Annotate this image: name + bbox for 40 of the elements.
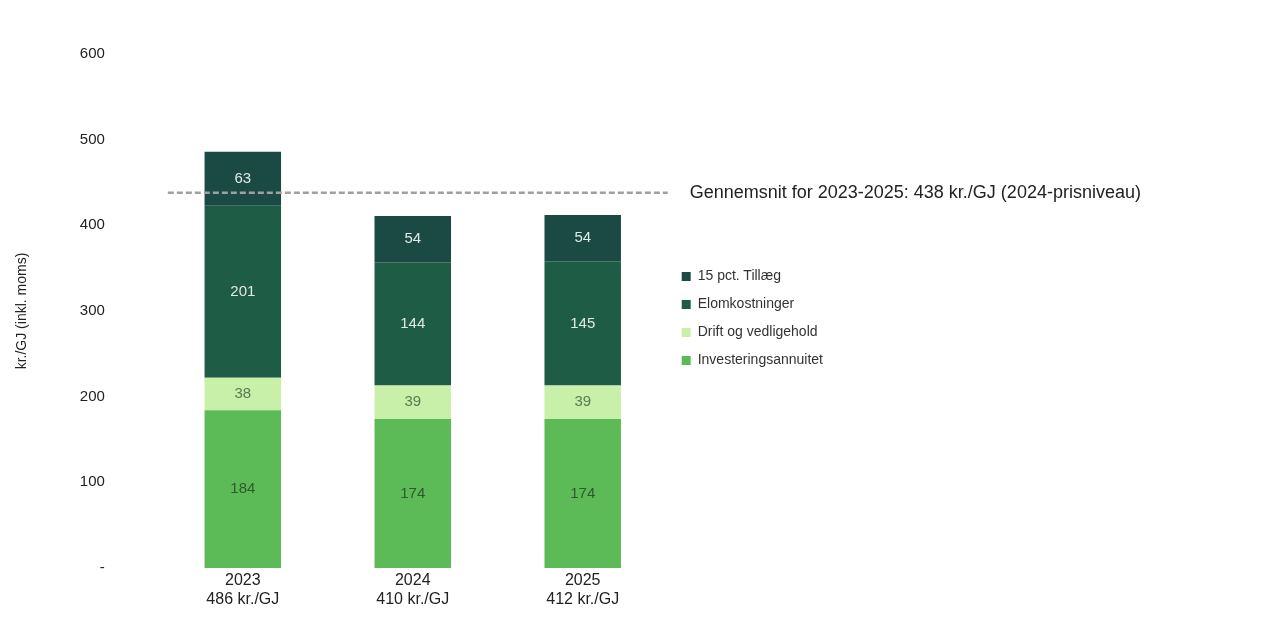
- y-tick-label: 200: [79, 386, 105, 404]
- y-tick-label: 300: [79, 301, 105, 319]
- data-label: 145: [570, 313, 596, 331]
- data-label: 144: [400, 313, 426, 331]
- ref-line-label: Gennemsnit for 2023-2025: 438 kr./GJ (2024-prisniveau): [689, 181, 1141, 202]
- bar: [204, 410, 282, 568]
- bar: [374, 215, 451, 263]
- bar: [204, 205, 282, 378]
- data-label: 201: [230, 281, 256, 299]
- bar: [544, 261, 621, 386]
- y-tick-label: 400: [79, 215, 105, 233]
- x-tick-label: 2023 486 kr./GJ: [206, 571, 280, 608]
- data-label: 54: [574, 228, 592, 246]
- x-tick-label: 2025 412 kr./GJ: [546, 571, 620, 608]
- bar: [374, 385, 451, 419]
- legend-label: 15 pct. Tillæg: [697, 267, 781, 284]
- bar: [544, 418, 621, 568]
- data-label: 39: [574, 392, 592, 410]
- y-tick-label: 600: [79, 44, 105, 62]
- data-label: 174: [400, 483, 426, 501]
- legend-label: Drift og vedligehold: [697, 323, 818, 340]
- bar: [544, 385, 621, 419]
- y-tick-label: -: [99, 558, 105, 576]
- bar: [544, 215, 621, 262]
- bar: [374, 418, 451, 568]
- data-label: 39: [404, 392, 422, 410]
- y-axis-title: kr./GJ (inkl. moms): [13, 252, 30, 370]
- data-label: 63: [234, 168, 252, 186]
- data-label: 174: [570, 483, 596, 501]
- bar: [204, 151, 282, 206]
- data-label: 54: [404, 229, 422, 247]
- data-label: 38: [234, 384, 252, 402]
- data-label: 184: [230, 479, 256, 497]
- bar: [374, 262, 451, 386]
- x-tick-label: 2024 410 kr./GJ: [376, 571, 450, 608]
- legend-label: Elomkostninger: [697, 295, 795, 312]
- legend-label: Investeringsannuitet: [697, 351, 824, 368]
- bar: [204, 377, 282, 411]
- y-tick-label: 500: [79, 129, 105, 147]
- y-tick-label: 100: [79, 472, 105, 490]
